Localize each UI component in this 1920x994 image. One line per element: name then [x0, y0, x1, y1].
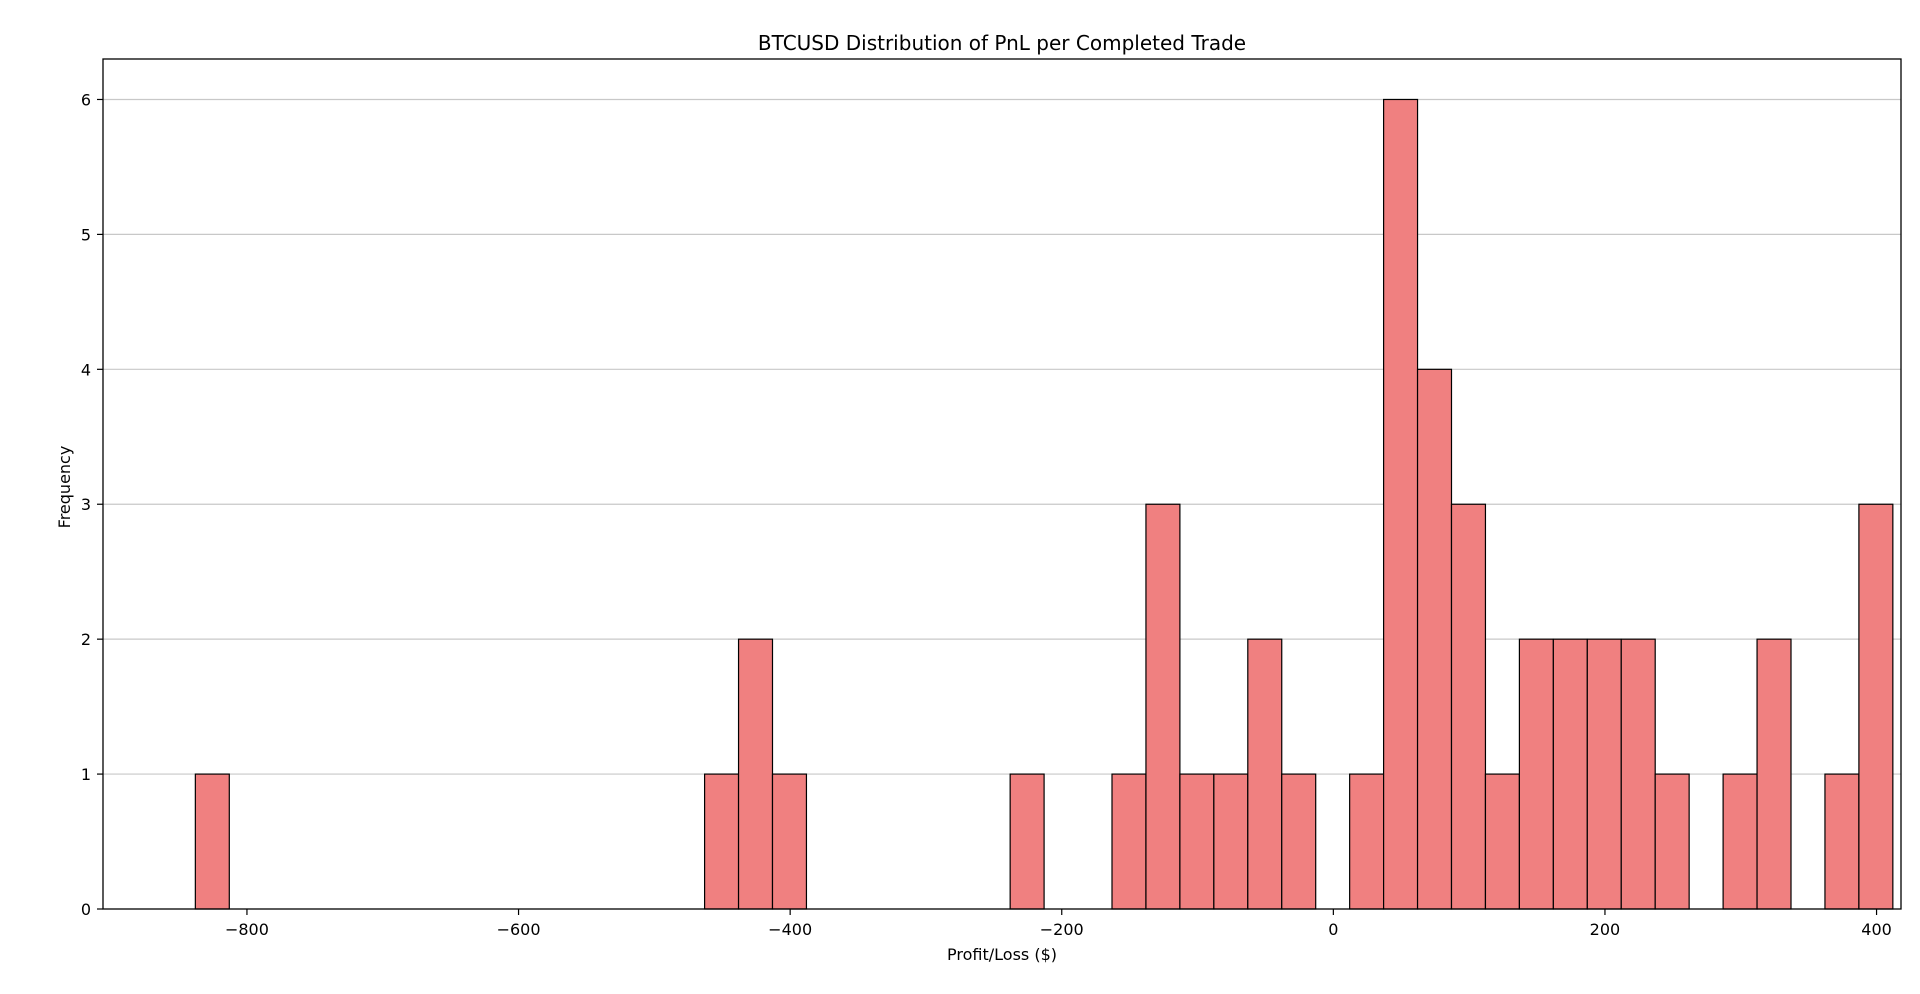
histogram-bar [1009, 773, 1045, 910]
x-tick-label: −400 [768, 920, 812, 939]
plot-frame [102, 58, 1902, 910]
y-tick-label: 2 [81, 630, 91, 649]
y-tick-label: 4 [81, 360, 91, 379]
histogram-bar [1281, 773, 1317, 910]
histogram-bar [1416, 368, 1453, 910]
x-tick-label: −800 [225, 920, 269, 939]
histogram-bar [1179, 773, 1215, 910]
y-axis-label: Frequency [55, 446, 74, 529]
histogram-bar [1858, 503, 1894, 910]
histogram-bar [1552, 638, 1588, 910]
bars-layer [194, 98, 1894, 910]
histogram-bar [1213, 773, 1249, 910]
histogram-bar [1518, 638, 1554, 910]
histogram-bar [771, 773, 808, 910]
histogram-bar [1111, 773, 1147, 910]
y-tick-label: 3 [81, 495, 91, 514]
histogram-bar [703, 773, 740, 910]
histogram-bar [1484, 773, 1521, 910]
x-tick-label: −600 [497, 920, 541, 939]
x-axis-label: Profit/Loss ($) [947, 945, 1057, 964]
histogram-bar [1722, 773, 1758, 910]
axes-layer [102, 58, 1902, 910]
y-tick-label: 0 [81, 900, 91, 919]
histogram-bar [1824, 773, 1860, 910]
y-tick-label: 5 [81, 225, 91, 244]
histogram-bar [1382, 98, 1419, 910]
x-tick-label: −200 [1040, 920, 1084, 939]
x-tick-label: 400 [1861, 920, 1892, 939]
histogram-bar [1756, 638, 1792, 910]
histogram-bar [1349, 773, 1385, 910]
y-tick-label: 6 [81, 90, 91, 109]
chart-title: BTCUSD Distribution of PnL per Completed… [758, 31, 1246, 55]
y-tick-label: 1 [81, 765, 91, 784]
histogram-bar [1586, 638, 1622, 910]
histogram-bar [194, 773, 230, 910]
histogram-bar [1145, 503, 1181, 910]
histogram-bar [1450, 503, 1487, 910]
histogram-bar [1620, 638, 1656, 910]
x-tick-label: 200 [1590, 920, 1621, 939]
x-tick-label: 0 [1328, 920, 1338, 939]
histogram-bar [1247, 638, 1283, 910]
histogram-bar [1654, 773, 1690, 910]
ticks-layer: −800 −600 −400 −200 0 200 400 0 1 2 3 4 5 6 [81, 90, 1892, 939]
histogram-bar [737, 638, 774, 910]
